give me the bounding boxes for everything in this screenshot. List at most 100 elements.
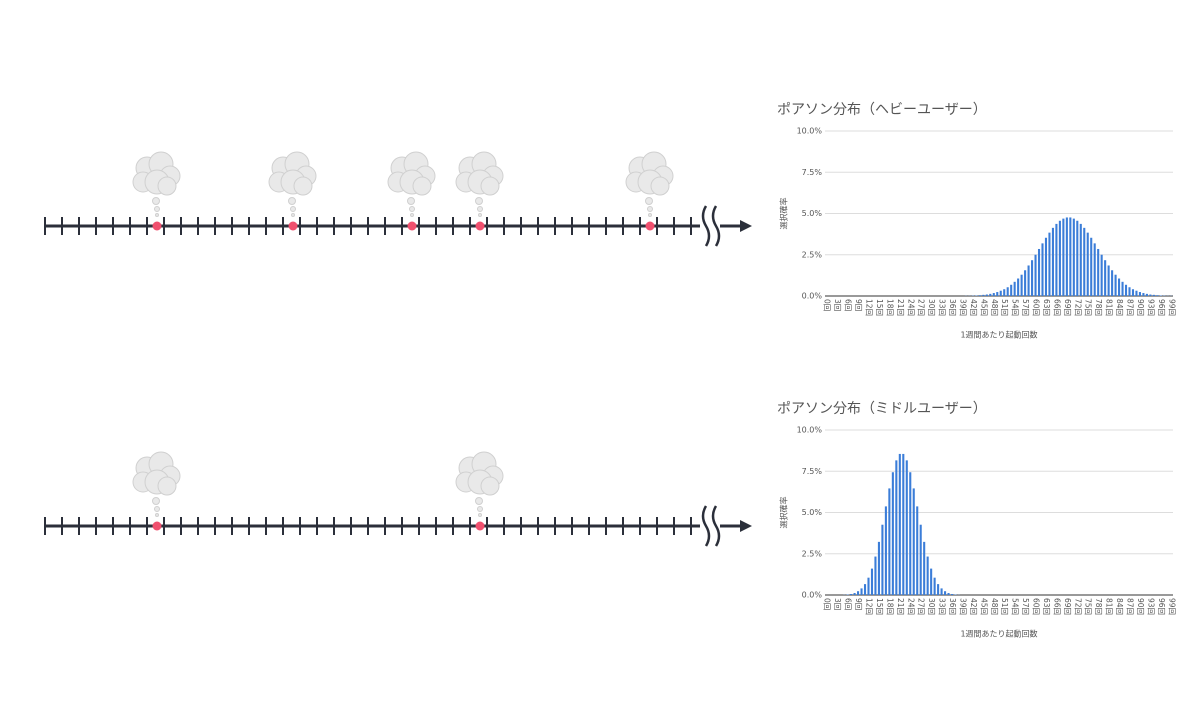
x-tick-label: 99回 [1167,598,1176,615]
x-tick-label: 9回 [854,299,863,311]
bar [1062,218,1065,296]
y-axis-label: 選択確率 [779,497,789,529]
cloud-trail [410,213,414,217]
x-tick-label: 18回 [885,598,894,615]
x-tick-label: 75回 [1084,299,1093,316]
cloud-trail [645,197,653,205]
x-axis-label: 1週間あたり起動回数 [960,629,1037,639]
x-tick-label: 81回 [1105,598,1114,615]
x-tick-label: 27回 [917,299,926,316]
bar [1072,218,1075,296]
bar [1093,243,1096,296]
bar [1111,270,1114,296]
timeline [44,451,752,547]
cloud-trail [477,206,483,212]
bar [895,460,898,595]
bar [1044,237,1048,296]
bar [877,541,880,595]
bar [1065,217,1068,296]
x-tick-label: 24回 [906,598,915,615]
x-tick-label: 15回 [875,598,884,615]
cloud-puff [480,176,500,196]
break-mark [711,505,721,547]
x-tick-label: 21回 [896,299,905,316]
x-tick-label: 90回 [1136,598,1145,615]
bar [982,294,985,296]
x-tick-label: 84回 [1115,299,1124,316]
x-tick-label: 57回 [1021,299,1030,316]
bar [933,577,936,595]
bar [1048,232,1051,296]
bar [863,584,867,595]
cloud [455,151,504,217]
x-tick-label: 66回 [1052,598,1061,615]
x-tick-label: 3回 [833,598,842,610]
x-tick-label: 54回 [1011,598,1020,615]
x-tick-label: 33回 [938,299,947,316]
x-tick-label: 66回 [1052,299,1061,316]
x-tick-label: 36回 [948,598,957,615]
bar [1131,289,1135,296]
x-tick-label: 63回 [1042,299,1051,316]
bar [898,453,901,595]
y-tick-label: 5.0% [802,209,823,218]
x-tick-label: 54回 [1011,299,1020,316]
y-tick-label: 10.0% [797,426,823,435]
bar [874,556,877,595]
y-tick-label: 0.0% [802,591,823,600]
x-tick-label: 93回 [1146,598,1155,615]
bar [1037,248,1041,296]
y-tick-label: 0.0% [802,292,823,301]
cloud-trail [155,513,159,517]
x-tick-label: 75回 [1084,598,1093,615]
x-tick-label: 36回 [948,299,957,316]
bar [930,568,933,595]
bar [999,290,1002,296]
bar [905,460,908,595]
x-tick-label: 9回 [854,598,863,610]
x-tick-label: 42回 [969,598,978,615]
bar [1145,293,1148,296]
event-dot [152,221,162,231]
x-tick-label: 42回 [969,299,978,316]
bar [888,488,891,595]
bar [1024,270,1027,296]
bar [1124,284,1128,296]
x-tick-label: 21回 [896,598,905,615]
event-dot [288,221,298,231]
bar [992,293,995,296]
bar [1104,260,1107,296]
chart-title: ポアソン分布（ミドルユーザー） [777,401,987,417]
bar [1020,274,1023,296]
bar [902,453,905,595]
bar [1031,260,1034,296]
cloud [387,151,436,217]
x-tick-label: 18回 [885,299,894,316]
cloud-trail [648,213,652,217]
bar [1083,227,1086,296]
x-tick-label: 96回 [1157,299,1166,316]
bar [937,584,940,595]
bar [926,556,929,595]
x-tick-label: 63回 [1042,598,1051,615]
x-tick-label: 12回 [865,299,874,316]
cloud-puff [480,476,500,496]
bar [1034,254,1037,296]
bar [853,593,856,595]
y-tick-label: 7.5% [802,168,823,177]
break-mark [701,205,711,247]
cloud-trail [290,206,296,212]
y-tick-label: 2.5% [802,549,823,558]
x-tick-label: 51回 [1000,598,1009,615]
bar [1128,287,1131,296]
bar [912,488,915,595]
bar [989,293,992,296]
bar [1152,294,1155,296]
bar [1041,243,1044,296]
bar [923,541,926,595]
y-axis-label: 選択確率 [779,198,789,230]
arrow-head [740,220,752,232]
cloud-trail [409,206,415,212]
event-dot [152,521,162,531]
